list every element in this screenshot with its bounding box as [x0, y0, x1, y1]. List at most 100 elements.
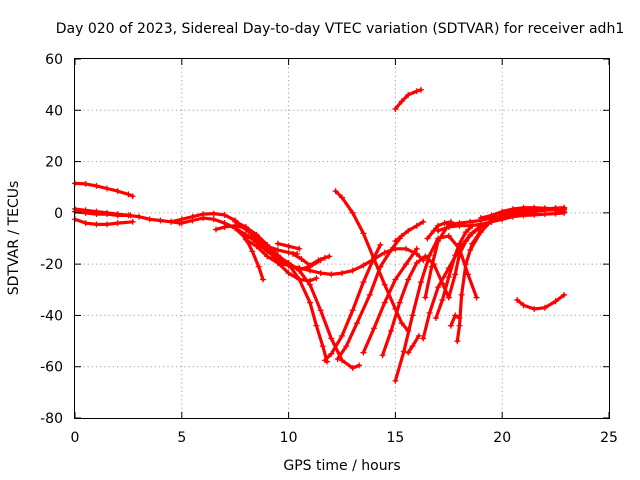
data-point-marker	[445, 294, 452, 301]
data-point-marker	[445, 274, 452, 280]
data-point-marker	[541, 205, 548, 212]
data-point-marker	[232, 225, 239, 232]
data-point-marker	[82, 220, 89, 227]
data-point-marker	[296, 265, 303, 271]
tick-label-layer: 0 5 10 15 20 25 -80 -60 -40 -20 0 20 40 60	[40, 52, 618, 446]
data-point-marker	[349, 267, 356, 274]
data-point-marker	[435, 238, 442, 245]
data-point-marker	[379, 352, 386, 359]
data-point-marker	[168, 218, 175, 225]
data-point-marker	[315, 257, 322, 264]
data-point-marker	[321, 254, 328, 261]
data-point-marker	[413, 259, 420, 266]
data-point-marker	[253, 243, 260, 250]
data-point-marker	[349, 307, 356, 314]
grid-layer	[75, 59, 609, 418]
data-point-marker	[328, 335, 335, 342]
data-point-marker	[435, 284, 442, 291]
data-point-marker	[392, 106, 399, 112]
data-point-marker	[127, 212, 134, 219]
y-tick-label: 0	[54, 206, 63, 222]
data-point-marker	[285, 249, 292, 256]
data-point-marker	[452, 252, 459, 259]
data-point-marker	[93, 182, 100, 189]
series-arc-15	[332, 188, 412, 334]
data-point-marker	[520, 204, 527, 211]
data-point-marker	[377, 241, 384, 248]
data-point-marker	[360, 349, 367, 356]
data-point-marker	[403, 261, 410, 268]
data-point-marker	[349, 365, 356, 371]
data-point-marker	[242, 236, 249, 243]
x-tick-label: 25	[600, 430, 618, 446]
data-point-marker	[418, 86, 424, 93]
data-point-marker	[264, 245, 271, 252]
series-arc-33	[514, 291, 568, 312]
data-point-marker	[114, 220, 121, 227]
data-point-marker	[413, 88, 420, 95]
data-point-marker	[435, 227, 442, 234]
series-arc-17	[360, 245, 420, 356]
data-point-marker	[424, 235, 431, 242]
data-point-marker	[392, 377, 399, 384]
data-point-marker	[326, 253, 333, 260]
data-point-marker	[146, 216, 153, 223]
data-point-marker	[354, 320, 360, 327]
data-point-marker	[445, 232, 452, 239]
data-point-marker	[307, 299, 313, 306]
data-point-marker	[405, 349, 412, 356]
data-point-marker	[409, 343, 416, 350]
data-point-marker	[285, 270, 292, 277]
y-axis-label: SDTVAR / TECUs	[6, 181, 22, 296]
data-point-marker	[289, 250, 296, 257]
series-layer	[72, 86, 568, 384]
data-point-marker	[509, 206, 516, 212]
data-point-marker	[488, 217, 495, 224]
data-point-marker	[520, 302, 527, 309]
data-point-marker	[328, 350, 335, 357]
data-point-marker	[125, 191, 132, 198]
data-point-marker	[264, 253, 271, 260]
data-point-marker	[400, 348, 407, 355]
series-line	[244, 233, 361, 370]
data-point-marker	[552, 206, 559, 212]
data-point-marker	[477, 215, 484, 221]
data-point-marker	[317, 270, 324, 277]
data-point-marker	[405, 227, 412, 234]
data-point-marker	[531, 306, 538, 312]
series-line	[73, 181, 135, 198]
x-axis-label: GPS time / hours	[283, 458, 400, 474]
data-point-marker	[392, 238, 399, 245]
x-tick-label: 5	[177, 430, 186, 446]
data-point-marker	[260, 276, 266, 283]
data-point-marker	[420, 335, 427, 342]
series-arc-20	[392, 218, 427, 245]
data-point-marker	[343, 343, 350, 350]
data-point-marker	[456, 240, 463, 247]
data-point-marker	[114, 212, 121, 219]
series-arc-32	[477, 204, 568, 221]
data-point-marker	[477, 229, 484, 236]
data-point-marker	[317, 307, 324, 314]
data-point-marker	[82, 180, 89, 187]
data-point-marker	[398, 320, 405, 327]
data-point-marker	[274, 259, 281, 266]
data-point-marker	[339, 357, 345, 364]
data-point-marker	[313, 322, 320, 329]
data-point-marker	[360, 262, 367, 269]
data-point-marker	[313, 275, 320, 282]
data-point-marker	[339, 332, 345, 339]
series-line	[393, 220, 425, 243]
data-point-marker	[213, 226, 219, 233]
data-point-marker	[552, 298, 559, 305]
data-point-marker	[426, 309, 433, 316]
data-point-marker	[255, 263, 262, 270]
series-line	[222, 221, 265, 282]
data-point-marker	[435, 222, 442, 229]
data-point-marker	[381, 281, 388, 288]
data-point-marker	[541, 304, 548, 311]
chart-title: Day 020 of 2023, Sidereal Day-to-day VTE…	[56, 21, 624, 37]
data-point-marker	[456, 222, 463, 229]
data-point-marker	[232, 218, 239, 225]
